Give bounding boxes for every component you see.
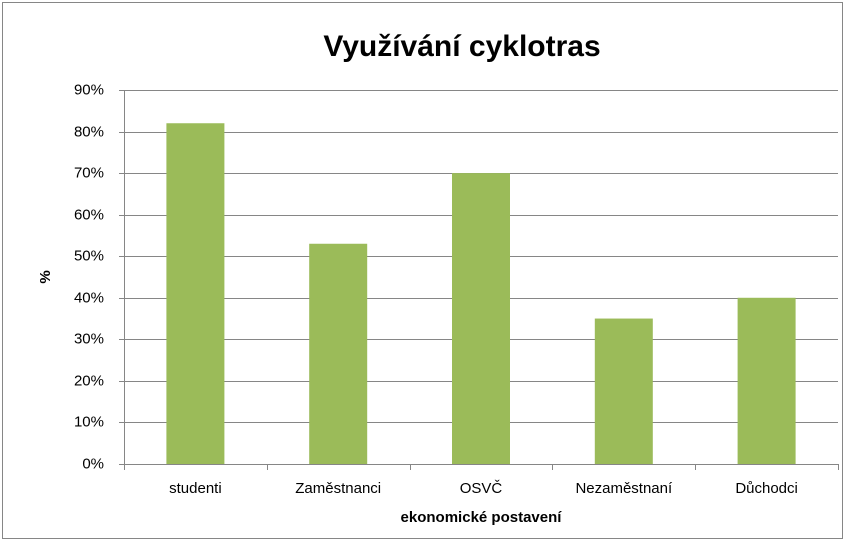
y-tick-label: 0%: [82, 455, 104, 472]
x-tick-label: Zaměstnanci: [295, 480, 381, 497]
y-tick-label: 80%: [74, 123, 104, 140]
y-tick-label: 30%: [74, 330, 104, 347]
y-tick-label: 70%: [74, 164, 104, 181]
x-axis-label: ekonomické postavení: [401, 509, 563, 526]
y-tick-label: 40%: [74, 289, 104, 306]
y-tick-label: 50%: [74, 247, 104, 264]
y-tick-label: 20%: [74, 372, 104, 389]
y-tick-label: 90%: [74, 81, 104, 98]
bar: [594, 318, 653, 464]
bar: [737, 297, 796, 464]
bar: [309, 243, 368, 464]
bar: [452, 173, 510, 464]
x-tick-label: studenti: [169, 480, 222, 497]
x-tick-label: Důchodci: [735, 480, 798, 497]
bar: [166, 123, 225, 464]
x-tick-label: OSVČ: [460, 480, 503, 497]
x-tick-label: Nezaměstnaní: [575, 480, 673, 497]
y-tick-label: 60%: [74, 206, 104, 223]
y-tick-label: 10%: [74, 413, 104, 430]
chart-title: Využívání cyklotras: [323, 30, 600, 63]
y-axis-label: %: [37, 270, 54, 283]
